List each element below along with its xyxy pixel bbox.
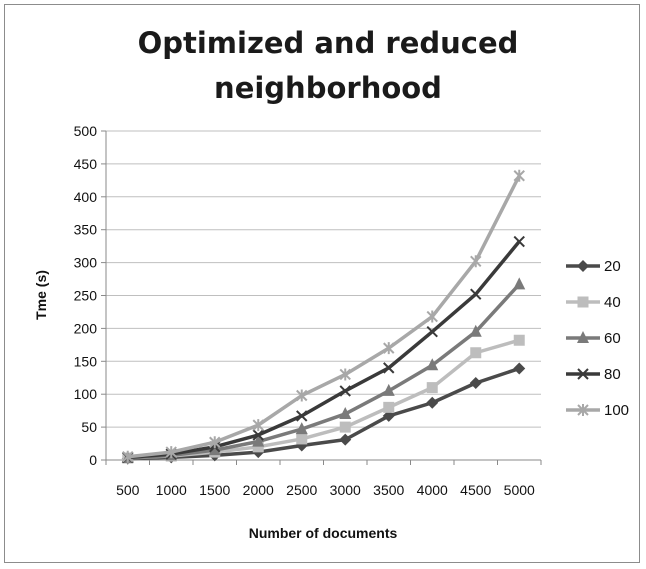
legend-label: 60	[604, 330, 621, 347]
x-tick-label: 4000	[417, 482, 448, 498]
y-tick-label: 0	[89, 452, 97, 468]
data-point	[339, 368, 351, 381]
data-point	[383, 342, 395, 355]
x-tick-label: 3500	[373, 482, 404, 498]
y-tick-label: 250	[74, 288, 98, 304]
series-line	[127, 338, 520, 460]
data-point	[296, 410, 308, 422]
series-line	[127, 283, 521, 460]
data-point	[339, 385, 351, 397]
data-point	[339, 406, 352, 419]
y-tick-label: 350	[74, 222, 98, 238]
data-point	[383, 362, 395, 374]
data-point	[470, 255, 482, 268]
data-point	[252, 419, 264, 432]
x-tick-label: 2500	[286, 482, 317, 498]
x-tick-label: 1500	[199, 482, 230, 498]
y-tick-label: 400	[74, 189, 98, 205]
legend-marker	[577, 404, 589, 416]
data-point	[426, 310, 438, 323]
legend-marker	[577, 296, 589, 308]
legend-label: 80	[604, 366, 621, 383]
data-point	[296, 389, 308, 402]
legend-label: 100	[604, 402, 629, 419]
y-tick-label: 300	[74, 255, 98, 271]
data-point	[208, 443, 221, 456]
series-80	[122, 235, 525, 464]
data-point	[382, 383, 395, 396]
legend-marker	[577, 368, 589, 380]
y-axis-ticks: 0 50 100 150 200 250 300 350 400 450 500	[74, 123, 98, 468]
series-line	[127, 366, 520, 461]
legend: 20 40 60 80 100	[566, 258, 629, 419]
chart-frame	[4, 4, 640, 563]
legend-entry: 20	[566, 258, 621, 275]
y-tick-label: 100	[74, 386, 98, 402]
data-point	[296, 433, 308, 445]
x-axis-label: Number of documents	[249, 525, 398, 541]
y-tick-label: 200	[74, 320, 98, 336]
y-axis-label: Tme (s)	[33, 270, 49, 320]
series-lines	[121, 169, 526, 465]
legend-entry: 80	[566, 366, 621, 383]
legend-marker	[577, 260, 589, 272]
legend-label: 40	[604, 294, 621, 311]
series-line	[127, 174, 521, 459]
series-line	[127, 240, 521, 460]
data-point	[252, 441, 264, 453]
data-point	[383, 401, 395, 413]
data-point	[382, 409, 395, 422]
legend-marker	[577, 331, 589, 343]
data-point	[209, 436, 221, 449]
series-100	[122, 169, 525, 463]
data-point	[513, 169, 525, 182]
x-tick-label: 3000	[330, 482, 361, 498]
x-axis-ticks: 500 1000 1500 2000 2500 3000 3500 4000 4500 5000	[116, 482, 535, 498]
data-point	[469, 324, 482, 337]
y-tick-label: 50	[81, 419, 97, 435]
y-tick-label: 450	[74, 156, 98, 172]
chart-title-line-2: neighborhood	[214, 71, 442, 105]
legend-entry: 60	[566, 330, 621, 347]
legend-entry: 100	[566, 402, 629, 419]
y-tick-label: 500	[74, 123, 98, 139]
chart-title-line-1: Optimized and reduced	[138, 26, 519, 60]
legend-label: 20	[604, 258, 621, 275]
data-point	[426, 396, 439, 409]
data-point	[339, 421, 351, 433]
data-point	[513, 235, 525, 248]
x-tick-label: 5000	[504, 482, 535, 498]
data-point	[339, 433, 352, 446]
data-point	[165, 446, 177, 459]
data-point	[426, 325, 438, 338]
data-point	[295, 422, 308, 435]
y-tick-label: 150	[74, 353, 98, 369]
data-point	[426, 382, 438, 394]
data-point	[252, 429, 264, 441]
data-point	[470, 347, 482, 359]
data-point	[470, 288, 482, 300]
x-tick-label: 4500	[460, 482, 491, 498]
data-point	[469, 377, 482, 390]
x-tick-label: 2000	[243, 482, 274, 498]
data-point	[426, 358, 439, 371]
legend-entry: 40	[566, 294, 621, 311]
x-tick-label: 500	[116, 482, 140, 498]
data-point	[122, 450, 134, 463]
data-point	[513, 277, 526, 290]
data-point	[513, 362, 526, 375]
data-point	[513, 334, 525, 346]
gridlines	[101, 130, 542, 465]
data-point	[252, 434, 265, 447]
x-tick-label: 1000	[156, 482, 187, 498]
